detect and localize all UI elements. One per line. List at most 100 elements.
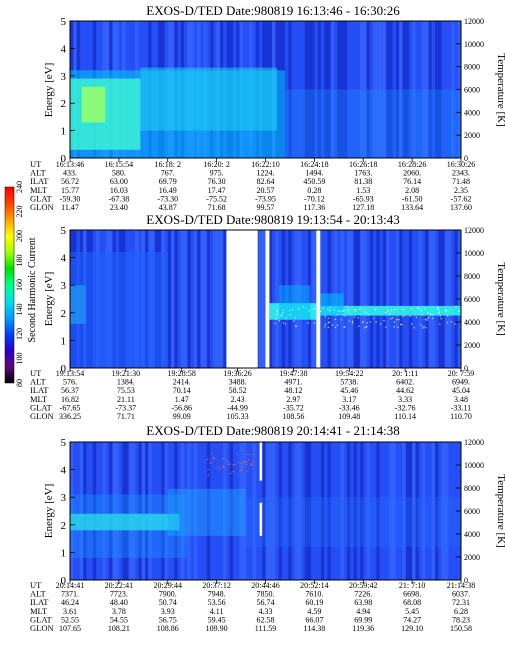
orbit-cell: 68.08 (403, 598, 421, 607)
orbit-cell: 19:54:22 (335, 369, 363, 378)
orbit-cell: 20:44:46 (251, 581, 279, 590)
orbit-cell: 56.37 (61, 386, 79, 395)
orbit-cell: -73.37 (116, 403, 137, 412)
panel-3-streaks (70, 442, 461, 580)
orbit-cell: 20:52:14 (300, 581, 328, 590)
orbit-cell: 3.93 (161, 607, 175, 616)
orbit-cell: 6402. (396, 378, 414, 387)
orbit-cell: 4971. (284, 378, 302, 387)
orbit-cell: 975. (210, 169, 224, 178)
orbit-cell: 105.33 (227, 412, 249, 421)
orbit-cell: 21.11 (117, 395, 135, 404)
orbit-cell: 81.38 (354, 177, 372, 186)
orbit-cell: 2.35 (454, 186, 468, 195)
orbit-cell: 15.77 (61, 186, 79, 195)
panel-1-y2tick-label: 0 (464, 154, 468, 163)
orbit-cell: 336.25 (59, 412, 81, 421)
panel-3-ytick-label: 3 (61, 492, 67, 504)
orbit-cell: 20:29:44 (154, 581, 182, 590)
orbit-cell: -70.12 (304, 194, 325, 203)
orbit-cell: 450.59 (303, 177, 325, 186)
orbit-cell: 108.56 (282, 412, 304, 421)
orbit-cell: -33.11 (451, 403, 471, 412)
panel-1-y2tick-label: 4000 (464, 108, 480, 117)
orbit-cell: 119.36 (352, 624, 374, 633)
orbit-cell: 20:37:12 (202, 581, 230, 590)
orbit-cell: 69.99 (354, 615, 372, 624)
panel-1-ytick-label: 4 (61, 43, 67, 55)
colorbar-tick-label: 100 (15, 353, 24, 365)
panel-1-y2label: Temperature [K] (495, 53, 505, 126)
orbit-cell: 16.49 (159, 186, 177, 195)
orbit-cell: 75.53 (117, 386, 135, 395)
orbit-cell: 580. (112, 169, 126, 178)
orbit-cell: 16:30:26 (447, 160, 475, 169)
orbit-cell: 1.47 (175, 395, 189, 404)
panel-2-bands (70, 252, 461, 368)
orbit-cell: 76.14 (403, 177, 421, 186)
orbit-cell: 137.60 (450, 203, 472, 212)
orbit-row-label: ALT (30, 589, 47, 599)
orbit-cell: 76.30 (208, 177, 226, 186)
orbit-cell: -75.52 (206, 194, 227, 203)
orbit-cell: 20: 1:11 (392, 369, 418, 378)
panel-1-y2tick-label: 6000 (464, 86, 480, 95)
orbit-cell: 11.47 (61, 203, 79, 212)
panel-2-title: EXOS-D/TED Date:980819 19:13:54 - 20:13:… (146, 212, 399, 227)
orbit-cell: 7371. (61, 590, 79, 599)
orbit-row-label: ILAT (30, 385, 49, 395)
panel-2-ytick-label: 2 (61, 308, 67, 320)
orbit-cell: 129.10 (401, 624, 423, 633)
orbit-cell: 54.55 (110, 615, 128, 624)
orbit-row-label: UT (30, 368, 42, 378)
panel-2-y2tick-label: 8000 (464, 272, 480, 281)
panel-1-ylabel: Energy [eV] (43, 63, 55, 117)
orbit-cell: 114.38 (304, 624, 326, 633)
panel-1-ytick-label: 0 (61, 153, 67, 165)
orbit-cell: 6698. (403, 590, 421, 599)
orbit-row-label: GLON (30, 202, 54, 212)
orbit-cell: 108.86 (157, 624, 179, 633)
orbit-cell: 19:47:38 (279, 369, 307, 378)
orbit-cell: 21: 7:10 (399, 581, 425, 590)
orbit-cell: 110.14 (394, 412, 416, 421)
orbit-cell: 16:13:46 (56, 160, 84, 169)
orbit-cell: 16:24:18 (300, 160, 328, 169)
panel-1-bands (70, 67, 461, 158)
orbit-cell: 4.59 (307, 607, 321, 616)
orbit-cell: 20:14:41 (56, 581, 84, 590)
colorbar: Second Harmonic Current 80 100 120 140 160 18… (4, 181, 38, 387)
orbit-row-label: ALT (30, 168, 47, 178)
orbit-cell: 71.68 (208, 203, 226, 212)
orbit-cell: 19:28:58 (167, 369, 195, 378)
panel-2-ytick-label: 3 (61, 280, 67, 292)
orbit-cell: 78.23 (452, 615, 470, 624)
orbit-cell: 16:28:26 (398, 160, 426, 169)
orbit-row-label: GLON (30, 623, 54, 633)
panel-3-y2tick-label: 8000 (464, 484, 480, 493)
orbit-cell: 48.12 (284, 386, 302, 395)
panel-2-y2tick-label: 4000 (464, 318, 480, 327)
orbit-cell: 19:36:26 (223, 369, 251, 378)
orbit-cell: 6.28 (454, 607, 468, 616)
orbit-row-label: ALT (30, 377, 47, 387)
orbit-cell: 71.48 (452, 177, 470, 186)
panel-3-ytick-label: 5 (61, 437, 67, 449)
orbit-cell: -32.76 (395, 403, 416, 412)
panel-2-ytick-label: 4 (61, 253, 67, 265)
orbit-cell: 7226. (354, 590, 372, 599)
panel-3-ytick-label: 1 (61, 547, 67, 559)
orbit-cell: 50.74 (159, 598, 177, 607)
panel-2: EXOS-D/TED Date:980819 19:13:54 - 20:13:… (30, 212, 505, 421)
orbit-cell: 1.53 (356, 186, 370, 195)
panel-1-title: EXOS-D/TED Date:980819 16:13:46 - 16:30:… (146, 3, 400, 18)
orbit-cell: 3488. (229, 378, 247, 387)
orbit-cell: 45.46 (340, 386, 358, 395)
panel-2-ytick-label: 0 (61, 363, 67, 375)
orbit-cell: 52.55 (61, 615, 79, 624)
orbit-cell: 2414. (173, 378, 191, 387)
orbit-cell: 23.40 (110, 203, 128, 212)
panel-2-spectrogram (70, 230, 461, 368)
